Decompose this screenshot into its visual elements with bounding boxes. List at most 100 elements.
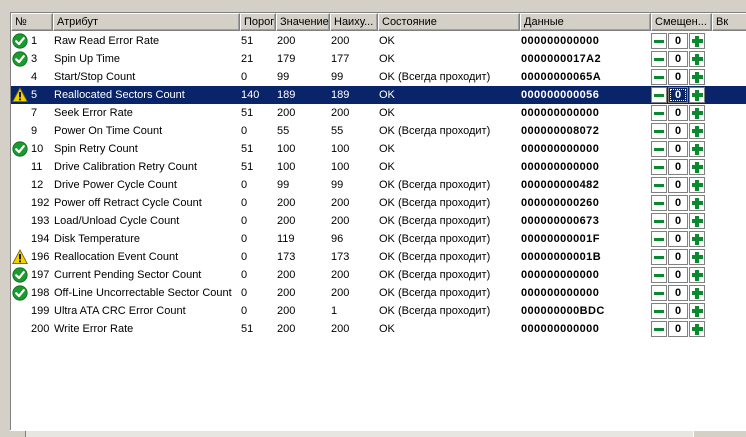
increment-button[interactable] <box>689 33 705 49</box>
decrement-button[interactable] <box>651 285 667 301</box>
decrement-button[interactable] <box>651 195 667 211</box>
scroll-left-button[interactable] <box>10 431 26 437</box>
offset-value[interactable]: 0 <box>668 69 688 85</box>
table-row[interactable]: 199 Ultra ATA CRC Error Count 0 200 1 OK (Все… <box>11 302 746 320</box>
column-header-data[interactable]: Данные <box>520 13 651 31</box>
table-row[interactable]: 192 Power off Retract Cycle Count 0 200 200 O… <box>11 194 746 212</box>
increment-button[interactable] <box>689 105 705 121</box>
increment-button[interactable] <box>689 51 705 67</box>
list-header: № Атрибут Порог Значение Наиху... Состоя… <box>11 13 746 31</box>
table-row[interactable]: 3 Spin Up Time 21 179 177 OK 0000000017A2 0 <box>11 50 746 68</box>
offset-value[interactable]: 0 <box>668 285 688 301</box>
increment-button[interactable] <box>689 195 705 211</box>
offset-stepper[interactable]: 0 <box>651 87 707 103</box>
increment-button[interactable] <box>689 87 705 103</box>
offset-stepper[interactable]: 0 <box>651 69 707 85</box>
offset-value[interactable]: 0 <box>668 249 688 265</box>
offset-stepper[interactable]: 0 <box>651 213 707 229</box>
offset-stepper[interactable]: 0 <box>651 33 707 49</box>
table-row[interactable]: 9 Power On Time Count 0 55 55 OK (Всегда прох… <box>11 122 746 140</box>
table-row[interactable]: 193 Load/Unload Cycle Count 0 200 200 OK (Все… <box>11 212 746 230</box>
offset-value[interactable]: 0 <box>668 33 688 49</box>
offset-value[interactable]: 0 <box>668 87 688 103</box>
decrement-button[interactable] <box>651 267 667 283</box>
increment-button[interactable] <box>689 141 705 157</box>
column-header-worst[interactable]: Наиху... <box>330 13 378 31</box>
increment-button[interactable] <box>689 231 705 247</box>
increment-button[interactable] <box>689 177 705 193</box>
decrement-button[interactable] <box>651 87 667 103</box>
decrement-button[interactable] <box>651 105 667 121</box>
table-row[interactable]: 5 Reallocated Sectors Count 140 189 189 OK 000… <box>11 86 746 104</box>
offset-stepper[interactable]: 0 <box>651 51 707 67</box>
table-row[interactable]: 11 Drive Calibration Retry Count 51 100 100 O… <box>11 158 746 176</box>
offset-value[interactable]: 0 <box>668 105 688 121</box>
column-header-num[interactable]: № <box>11 13 53 31</box>
increment-button[interactable] <box>689 285 705 301</box>
column-header-state[interactable]: Состояние <box>378 13 520 31</box>
offset-stepper[interactable]: 0 <box>651 177 707 193</box>
increment-button[interactable] <box>689 249 705 265</box>
table-row[interactable]: 10 Spin Retry Count 51 100 100 OK 000000000000… <box>11 140 746 158</box>
increment-button[interactable] <box>689 69 705 85</box>
table-row[interactable]: 1 Raw Read Error Rate 51 200 200 OK 0000000000… <box>11 32 746 50</box>
offset-stepper[interactable]: 0 <box>651 267 707 283</box>
decrement-button[interactable] <box>651 303 667 319</box>
table-row[interactable]: 197 Current Pending Sector Count 0 200 200 OK… <box>11 266 746 284</box>
decrement-button[interactable] <box>651 51 667 67</box>
offset-stepper[interactable]: 0 <box>651 123 707 139</box>
decrement-button[interactable] <box>651 141 667 157</box>
offset-value[interactable]: 0 <box>668 303 688 319</box>
table-row[interactable]: 12 Drive Power Cycle Count 0 99 99 OK (Всегда… <box>11 176 746 194</box>
offset-value[interactable]: 0 <box>668 177 688 193</box>
scroll-thumb[interactable] <box>693 431 746 437</box>
column-header-attribute[interactable]: Атрибут <box>53 13 240 31</box>
column-header-extra[interactable]: Вк <box>712 13 746 31</box>
table-row[interactable]: 196 Reallocation Event Count 0 173 173 OK (Вс… <box>11 248 746 266</box>
offset-stepper[interactable]: 0 <box>651 105 707 121</box>
offset-value[interactable]: 0 <box>668 141 688 157</box>
table-row[interactable]: 194 Disk Temperature 0 119 96 OK (Всегда прох… <box>11 230 746 248</box>
decrement-button[interactable] <box>651 213 667 229</box>
increment-button[interactable] <box>689 213 705 229</box>
offset-value[interactable]: 0 <box>668 51 688 67</box>
decrement-button[interactable] <box>651 177 667 193</box>
row-num-cell: 198 <box>11 284 53 302</box>
table-row[interactable]: 200 Write Error Rate 51 200 200 OK 00000000000… <box>11 320 746 338</box>
increment-button[interactable] <box>689 303 705 319</box>
decrement-button[interactable] <box>651 249 667 265</box>
table-row[interactable]: 198 Off-Line Uncorrectable Sector Count 0 2… <box>11 284 746 302</box>
increment-button[interactable] <box>689 267 705 283</box>
column-header-threshold[interactable]: Порог <box>240 13 276 31</box>
offset-stepper[interactable]: 0 <box>651 321 707 337</box>
offset-stepper[interactable]: 0 <box>651 159 707 175</box>
offset-stepper[interactable]: 0 <box>651 303 707 319</box>
table-row[interactable]: 4 Start/Stop Count 0 99 99 OK (Всегда проходи… <box>11 68 746 86</box>
smart-attributes-list[interactable]: № Атрибут Порог Значение Наиху... Состоя… <box>10 12 746 437</box>
offset-value[interactable]: 0 <box>668 213 688 229</box>
offset-stepper[interactable]: 0 <box>651 195 707 211</box>
offset-value[interactable]: 0 <box>668 321 688 337</box>
table-row[interactable]: 7 Seek Error Rate 51 200 200 OK 000000000000 0 <box>11 104 746 122</box>
decrement-button[interactable] <box>651 321 667 337</box>
horizontal-scrollbar[interactable] <box>10 430 746 437</box>
offset-stepper[interactable]: 0 <box>651 231 707 247</box>
increment-button[interactable] <box>689 123 705 139</box>
offset-value[interactable]: 0 <box>668 267 688 283</box>
decrement-button[interactable] <box>651 33 667 49</box>
decrement-button[interactable] <box>651 231 667 247</box>
decrement-button[interactable] <box>651 159 667 175</box>
offset-stepper[interactable]: 0 <box>651 285 707 301</box>
offset-value[interactable]: 0 <box>668 123 688 139</box>
offset-value[interactable]: 0 <box>668 231 688 247</box>
column-header-value[interactable]: Значение <box>276 13 330 31</box>
offset-value[interactable]: 0 <box>668 159 688 175</box>
decrement-button[interactable] <box>651 69 667 85</box>
increment-button[interactable] <box>689 321 705 337</box>
decrement-button[interactable] <box>651 123 667 139</box>
offset-stepper[interactable]: 0 <box>651 249 707 265</box>
column-header-offset[interactable]: Смещен... <box>651 13 712 31</box>
offset-stepper[interactable]: 0 <box>651 141 707 157</box>
offset-value[interactable]: 0 <box>668 195 688 211</box>
increment-button[interactable] <box>689 159 705 175</box>
